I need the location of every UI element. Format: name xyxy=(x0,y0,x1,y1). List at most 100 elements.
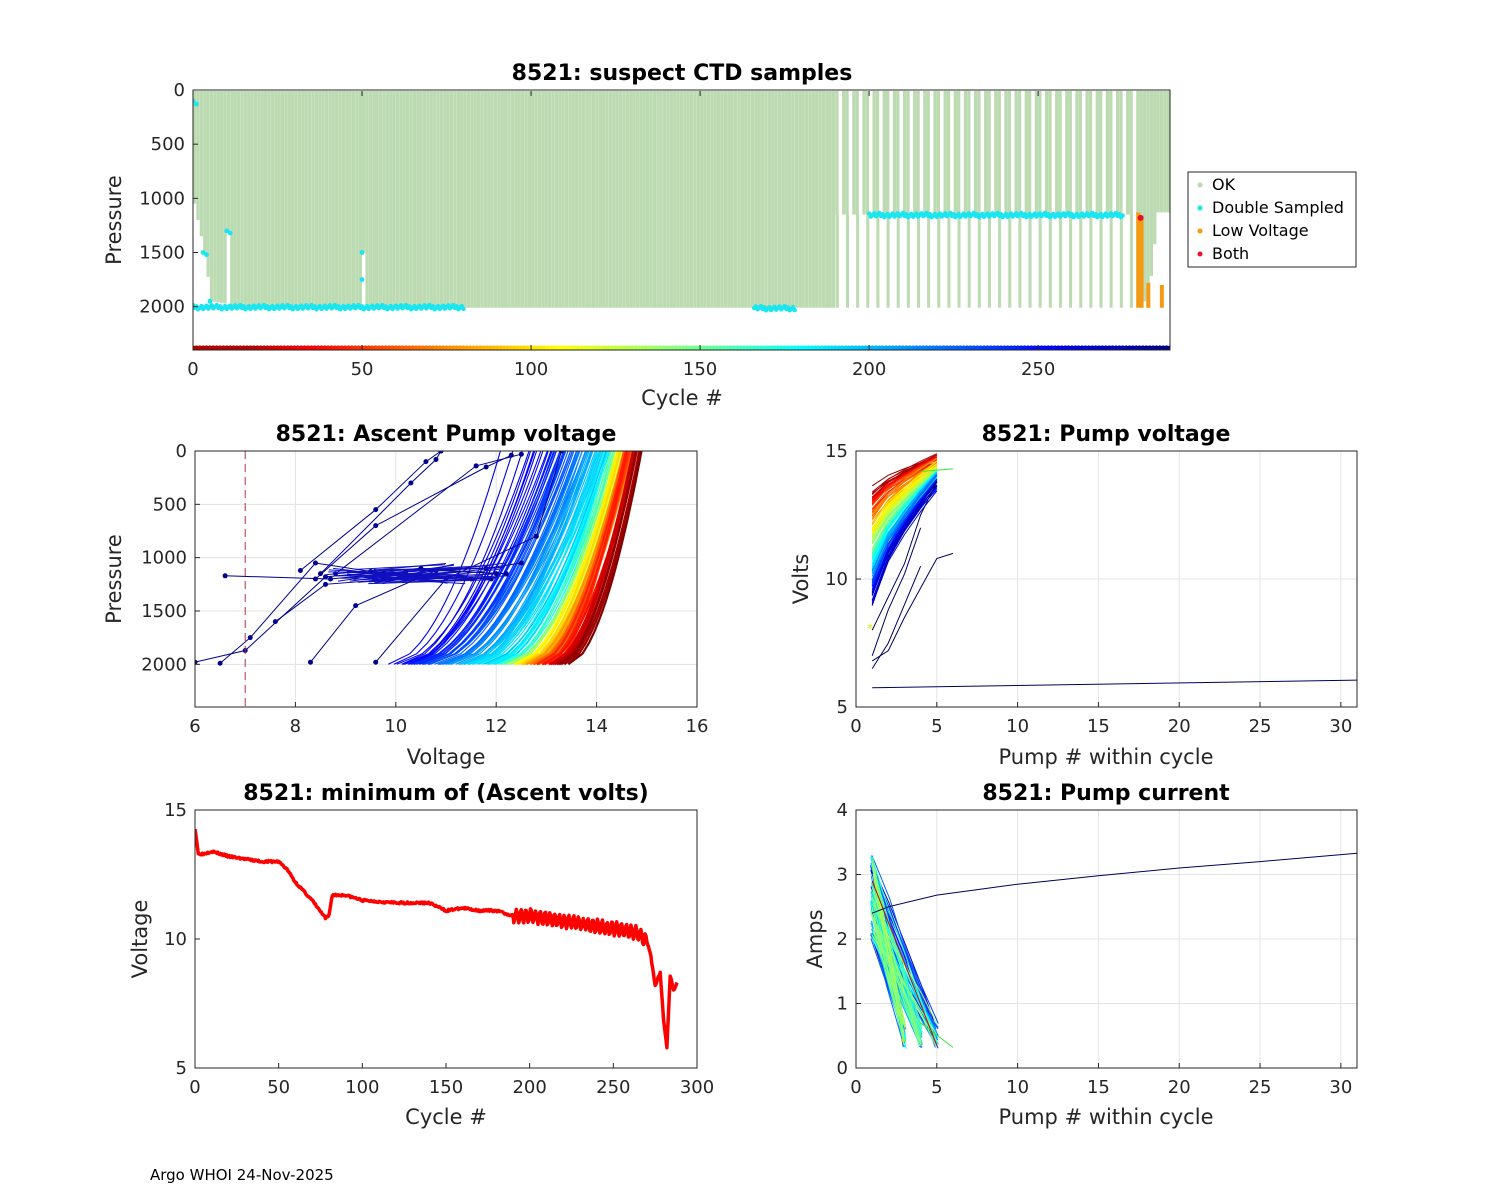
ok-sample-bar xyxy=(598,91,602,308)
ok-sample-bar xyxy=(1044,91,1049,215)
ok-sample-bar xyxy=(906,214,910,308)
minv-ylabel: Voltage xyxy=(128,900,152,979)
ok-sample-bar xyxy=(243,91,248,308)
ok-sample-bar xyxy=(798,91,802,308)
ok-sample-bar xyxy=(659,91,663,308)
ascent-profile-line xyxy=(483,451,607,665)
minv-panel: 0 50 100 150 200 250 300 5 10 15 8521: minimum of… xyxy=(128,781,714,1129)
ascent-profile-line xyxy=(393,451,514,665)
ascent-outlier-point xyxy=(328,576,334,582)
pump-current-line xyxy=(871,861,905,1040)
ok-sample-bar xyxy=(855,91,859,215)
ok-sample-bar xyxy=(757,91,761,308)
ok-sample-bar xyxy=(263,91,268,308)
ok-sample-bar xyxy=(487,91,491,308)
ascent-profile-line xyxy=(533,451,626,666)
ascent-profile-line xyxy=(427,451,569,665)
low-voltage-mark xyxy=(1146,282,1151,308)
ok-sample-bar xyxy=(568,91,572,308)
double-sampled-point xyxy=(193,98,196,104)
ok-sample-bar xyxy=(274,91,278,308)
pump-voltage-line xyxy=(871,458,938,506)
ok-sample-bar xyxy=(998,214,1002,308)
ok-sample-bar xyxy=(260,91,264,308)
ok-sample-bar xyxy=(1166,91,1170,213)
pi-xtick-label: 25 xyxy=(1249,1077,1272,1098)
pv-xtick-label: 10 xyxy=(1006,716,1029,737)
ok-sample-bar xyxy=(456,91,461,308)
ok-sample-bar xyxy=(733,91,738,308)
ok-sample-bar xyxy=(865,91,870,215)
ascent-outlier-point xyxy=(307,659,313,665)
ascent-outlier-point xyxy=(533,533,539,539)
ok-sample-bar xyxy=(784,91,788,308)
ok-sample-bar xyxy=(409,91,413,308)
pv-xtick-label: 15 xyxy=(1087,716,1110,737)
ok-sample-bar xyxy=(906,91,910,215)
ok-sample-bar xyxy=(1163,91,1167,213)
ctd-xlabel: Cycle # xyxy=(641,386,723,410)
ok-sample-bar xyxy=(835,91,839,215)
low-voltage-mark xyxy=(1136,212,1141,308)
ok-sample-bar xyxy=(216,91,220,303)
ok-sample-bar xyxy=(544,91,548,308)
pump-current-line xyxy=(870,914,938,1048)
ok-sample-bar xyxy=(1079,214,1083,308)
pump-current-line xyxy=(873,869,906,1031)
minv-title: 8521: minimum of (Ascent volts) xyxy=(243,781,649,806)
asc-ytick-label: 1000 xyxy=(141,548,187,569)
ok-sample-bar xyxy=(781,91,785,308)
ok-sample-bar xyxy=(504,91,508,308)
pump-voltage-line xyxy=(871,474,938,581)
ascent-profile-line xyxy=(467,451,604,665)
ok-sample-bar xyxy=(541,91,545,308)
ascent-profile-line xyxy=(520,451,622,666)
ok-sample-bar xyxy=(1119,91,1123,215)
ascent-profile-line xyxy=(414,451,561,665)
ascent-profile-line xyxy=(410,451,556,665)
ascent-profile-line xyxy=(388,451,501,665)
ok-sample-bar xyxy=(1156,91,1160,213)
ok-sample-bar xyxy=(1139,91,1143,215)
ok-sample-bar xyxy=(446,91,450,308)
ok-sample-bar xyxy=(355,91,359,308)
ok-sample-bar xyxy=(666,91,670,308)
ok-sample-bar xyxy=(977,91,981,215)
ok-sample-bar xyxy=(385,91,390,308)
ctd-ytick-label: 1500 xyxy=(139,243,185,264)
ok-sample-bar xyxy=(740,91,744,308)
ok-sample-bar xyxy=(405,91,410,308)
ok-sample-bar xyxy=(531,91,535,308)
ctd-xtick-label: 150 xyxy=(683,359,717,380)
ok-sample-bar xyxy=(375,91,379,308)
ok-sample-bar xyxy=(1115,91,1120,215)
mv-xtick-label: 0 xyxy=(189,1077,200,1098)
ok-sample-bar xyxy=(689,91,694,308)
ok-sample-bar xyxy=(419,91,423,308)
ascent-profile-line xyxy=(403,451,548,665)
ok-sample-bar xyxy=(321,91,325,308)
ctd-xtick-label: 50 xyxy=(351,359,374,380)
ok-sample-bar xyxy=(943,91,947,215)
ascent-outlier-point xyxy=(518,451,524,457)
ok-sample-bar xyxy=(1028,91,1032,215)
ok-sample-bar xyxy=(967,214,971,308)
ok-sample-bar xyxy=(811,91,815,308)
ascent-outlier-point xyxy=(518,560,524,566)
ascent-profile-line xyxy=(488,451,609,665)
ok-sample-bar xyxy=(233,91,237,308)
ok-sample-bar xyxy=(1055,91,1059,215)
pump-voltage-line xyxy=(871,453,938,496)
ok-sample-bar xyxy=(1126,91,1130,215)
ok-sample-bar xyxy=(605,91,609,308)
minv-xlabel: Cycle # xyxy=(405,1105,487,1129)
ok-sample-bar xyxy=(1038,91,1042,215)
ascent-profile-line xyxy=(553,451,636,666)
ok-sample-bar xyxy=(1119,214,1123,308)
cycle-color-dot xyxy=(1167,345,1170,350)
ok-sample-bar xyxy=(771,91,775,308)
ok-sample-bar xyxy=(882,91,886,215)
ok-sample-bar xyxy=(720,91,724,308)
ascent-cluster-line xyxy=(383,568,441,571)
ascent-profile-line xyxy=(468,451,598,665)
